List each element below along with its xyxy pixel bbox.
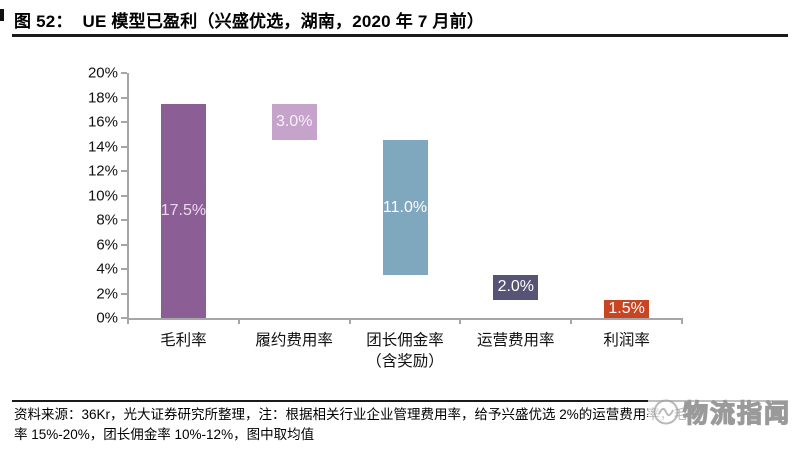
watermark: 物流指闻: [648, 393, 796, 431]
title-underline: [12, 34, 788, 37]
bar-value-label: 3.0%: [275, 113, 313, 130]
y-axis-tick: [121, 194, 127, 197]
x-axis-line: [127, 318, 683, 320]
source-note-line-2: 率 15%-20%，团长佣金率 10%-12%，图中取均值: [14, 427, 315, 442]
figure-title: 图 52： UE 模型已盈利（兴盛优选，湖南，2020 年 7 月前）: [14, 12, 485, 31]
x-axis-sublabel-leader-commission-rate: （含奖励）: [366, 353, 444, 370]
y-axis-tick-label: 20%: [87, 64, 118, 82]
x-axis-label-profit-margin: 利润率: [603, 332, 650, 349]
notes-separator-line: [12, 400, 788, 402]
x-axis-tick: [570, 318, 573, 324]
y-axis-tick: [121, 170, 127, 172]
y-axis-tick: [121, 292, 127, 295]
y-axis-tick: [121, 243, 127, 246]
x-axis-label-operating-expense-rate: 运营费用率: [477, 332, 555, 349]
gross-margin-bar: 17.5%: [160, 103, 207, 318]
y-axis-tick: [121, 145, 127, 148]
x-axis-tick: [237, 318, 240, 324]
y-axis-tick-label: 10%: [87, 187, 118, 204]
bar-value-label: 11.0%: [382, 198, 428, 216]
bar-value-label: 17.5%: [160, 201, 207, 219]
x-axis-tick: [348, 318, 351, 324]
operating-expense-rate-bar: 2.0%: [493, 275, 539, 300]
y-axis-line: [127, 73, 129, 318]
y-axis-tick-label: 18%: [87, 89, 118, 106]
x-axis-tick: [459, 318, 462, 324]
y-axis-tick: [121, 72, 127, 74]
left-edge-mark: [0, 9, 4, 21]
y-axis-tick-label: 4%: [96, 260, 118, 278]
y-axis-tick-label: 0%: [96, 309, 118, 327]
watermark-logo-icon: [653, 399, 679, 425]
x-axis-label-leader-commission-rate: 团长佣金率 （含奖励）: [340, 330, 470, 372]
y-axis-tick-label: 6%: [96, 236, 118, 253]
y-axis-tick-label: 12%: [87, 162, 118, 180]
y-axis-tick: [121, 219, 127, 221]
x-axis-label-gross-margin: 毛利率: [160, 332, 207, 349]
x-axis-tick: [681, 318, 683, 324]
y-axis-tick-label: 8%: [96, 211, 118, 229]
leader-commission-rate-bar: 11.0%: [382, 140, 428, 276]
y-axis-tick: [121, 317, 127, 319]
y-axis-tick-label: 14%: [87, 138, 118, 155]
y-axis-tick-label: 16%: [87, 113, 118, 131]
fulfillment-expense-rate-bar: 3.0%: [271, 103, 317, 141]
watermark-text: 物流指闻: [682, 399, 792, 428]
y-axis-tick: [121, 268, 127, 270]
x-axis-label-fulfillment-expense-rate: 履约费用率: [255, 332, 333, 349]
bar-value-label: 1.5%: [608, 299, 645, 317]
source-notes: 资料来源：36Kr，光大证券研究所整理，注：根据相关行业企业管理费用率，给予兴盛…: [14, 405, 786, 445]
x-axis-tick: [127, 318, 129, 324]
source-note-line-1: 资料来源：36Kr，光大证券研究所整理，注：根据相关行业企业管理费用率，给予兴盛…: [14, 407, 701, 422]
y-axis-tick: [121, 96, 127, 99]
y-axis-tick-label: 2%: [96, 285, 118, 302]
y-axis-tick: [121, 121, 127, 123]
bar-value-label: 2.0%: [497, 278, 535, 296]
profit-margin-bar: 1.5%: [604, 299, 650, 318]
